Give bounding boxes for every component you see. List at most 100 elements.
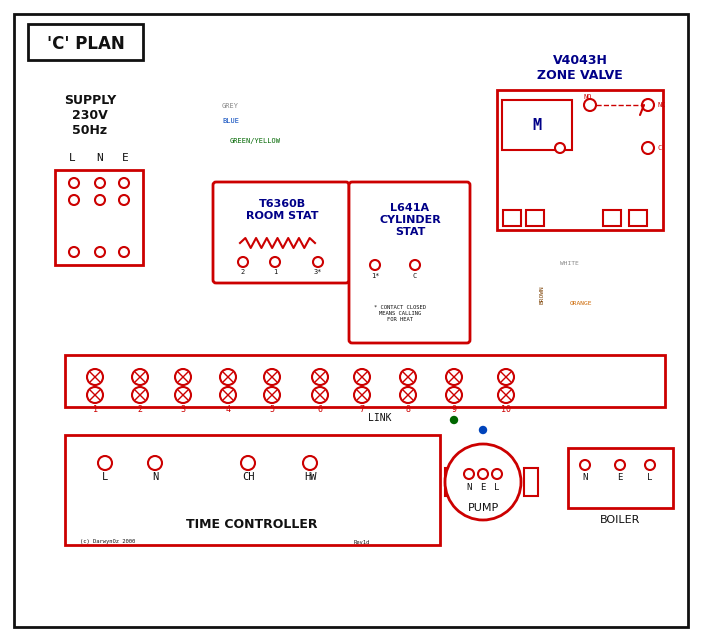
Circle shape xyxy=(312,387,328,403)
Circle shape xyxy=(451,417,458,424)
Text: L: L xyxy=(494,483,500,492)
Bar xyxy=(629,210,647,226)
Text: 9: 9 xyxy=(451,406,456,415)
Circle shape xyxy=(264,387,280,403)
Circle shape xyxy=(238,257,248,267)
Circle shape xyxy=(615,460,625,470)
Circle shape xyxy=(370,260,380,270)
Bar xyxy=(524,468,538,496)
Circle shape xyxy=(220,387,236,403)
Text: TIME CONTROLLER: TIME CONTROLLER xyxy=(186,519,318,531)
Circle shape xyxy=(132,387,148,403)
Circle shape xyxy=(478,469,488,479)
Bar xyxy=(568,448,673,508)
Circle shape xyxy=(98,456,112,470)
Circle shape xyxy=(642,99,654,111)
Text: N: N xyxy=(152,472,158,482)
Text: E: E xyxy=(121,153,128,163)
Circle shape xyxy=(69,195,79,205)
Text: 'C' PLAN: 'C' PLAN xyxy=(47,35,125,53)
Circle shape xyxy=(264,369,280,385)
Circle shape xyxy=(148,456,162,470)
Bar xyxy=(28,24,143,60)
Bar xyxy=(65,355,665,407)
Text: GREY: GREY xyxy=(222,103,239,109)
Circle shape xyxy=(87,387,103,403)
Text: 4: 4 xyxy=(225,406,230,415)
Circle shape xyxy=(175,387,191,403)
Text: 6: 6 xyxy=(317,406,322,415)
Text: 1: 1 xyxy=(93,406,98,415)
FancyBboxPatch shape xyxy=(349,182,470,343)
Text: E: E xyxy=(480,483,486,492)
Text: GREEN/YELLOW: GREEN/YELLOW xyxy=(230,138,281,144)
Text: CH: CH xyxy=(241,472,254,482)
Circle shape xyxy=(642,142,654,154)
Text: L: L xyxy=(102,472,108,482)
Circle shape xyxy=(580,460,590,470)
Text: L641A
CYLINDER
STAT: L641A CYLINDER STAT xyxy=(379,203,441,237)
Bar xyxy=(55,170,143,265)
Text: C: C xyxy=(413,273,417,279)
Text: 1: 1 xyxy=(273,269,277,275)
FancyBboxPatch shape xyxy=(213,182,349,283)
Circle shape xyxy=(69,178,79,188)
Text: BLUE: BLUE xyxy=(222,118,239,124)
Circle shape xyxy=(400,369,416,385)
Circle shape xyxy=(95,195,105,205)
Circle shape xyxy=(220,369,236,385)
Circle shape xyxy=(492,469,502,479)
Circle shape xyxy=(645,460,655,470)
Text: N: N xyxy=(466,483,472,492)
Text: 10: 10 xyxy=(501,406,511,415)
Text: (c) DarwynOz 2000: (c) DarwynOz 2000 xyxy=(80,540,135,544)
Bar xyxy=(497,90,663,230)
Circle shape xyxy=(446,387,462,403)
Text: E: E xyxy=(617,474,623,483)
Text: N: N xyxy=(97,153,103,163)
Circle shape xyxy=(464,469,474,479)
Circle shape xyxy=(400,387,416,403)
Circle shape xyxy=(498,369,514,385)
Circle shape xyxy=(69,247,79,257)
Text: Rev1d: Rev1d xyxy=(354,540,370,544)
Bar xyxy=(503,210,521,226)
Text: L: L xyxy=(69,153,75,163)
Text: PUMP: PUMP xyxy=(468,503,498,513)
Circle shape xyxy=(312,369,328,385)
Circle shape xyxy=(175,369,191,385)
Text: N: N xyxy=(583,474,588,483)
Circle shape xyxy=(119,195,129,205)
Circle shape xyxy=(354,369,370,385)
Text: L: L xyxy=(647,474,653,483)
Circle shape xyxy=(119,247,129,257)
Circle shape xyxy=(584,99,596,111)
Circle shape xyxy=(119,178,129,188)
Text: * CONTACT CLOSED
MEANS CALLING
FOR HEAT: * CONTACT CLOSED MEANS CALLING FOR HEAT xyxy=(374,305,426,322)
Circle shape xyxy=(313,257,323,267)
Bar xyxy=(65,435,440,545)
Text: SUPPLY
230V
50Hz: SUPPLY 230V 50Hz xyxy=(64,94,116,137)
Text: T6360B
ROOM STAT: T6360B ROOM STAT xyxy=(246,199,318,221)
Text: 5: 5 xyxy=(270,406,274,415)
Circle shape xyxy=(87,369,103,385)
Circle shape xyxy=(241,456,255,470)
Text: 8: 8 xyxy=(406,406,411,415)
Bar xyxy=(445,468,459,496)
Bar xyxy=(502,100,572,150)
Bar xyxy=(603,210,621,226)
Bar xyxy=(526,210,544,226)
Circle shape xyxy=(446,369,462,385)
Circle shape xyxy=(445,444,521,520)
Text: HW: HW xyxy=(304,472,316,482)
Circle shape xyxy=(479,426,486,433)
Text: BOILER: BOILER xyxy=(600,515,640,525)
Circle shape xyxy=(498,387,514,403)
Text: 7: 7 xyxy=(359,406,364,415)
Text: 3: 3 xyxy=(180,406,185,415)
Text: 2: 2 xyxy=(138,406,143,415)
Text: BROWN: BROWN xyxy=(539,286,544,304)
Text: 3*: 3* xyxy=(314,269,322,275)
Circle shape xyxy=(95,247,105,257)
Text: LINK: LINK xyxy=(369,413,392,423)
